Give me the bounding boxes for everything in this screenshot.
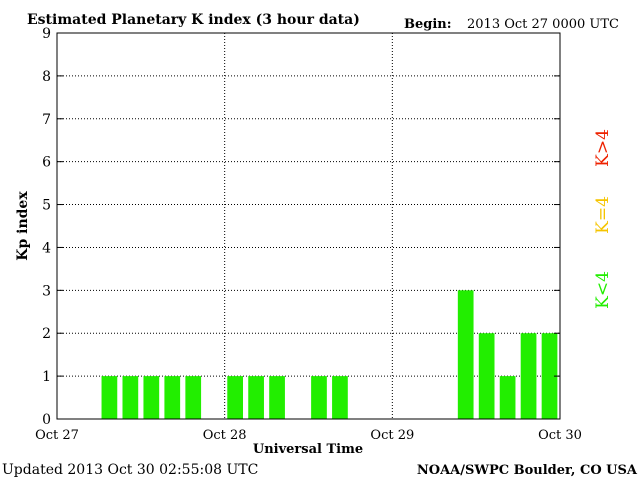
- kp-bar: [311, 376, 327, 419]
- legend-entry: K>4: [593, 129, 613, 167]
- x-tick-label: Oct 29: [370, 428, 414, 443]
- x-axis-label: Universal Time: [253, 442, 363, 457]
- legend-entry: K=4: [593, 196, 613, 234]
- begin-value: 2013 Oct 27 0000 UTC: [467, 17, 619, 32]
- y-tick-label: 7: [42, 112, 51, 128]
- y-tick-label: 4: [42, 240, 51, 256]
- kp-bar: [122, 376, 139, 419]
- grid-lines: [57, 33, 560, 419]
- credit-text: NOAA/SWPC Boulder, CO USA: [417, 463, 638, 478]
- x-tick-label: Oct 27: [35, 428, 79, 443]
- kp-bar: [332, 376, 348, 419]
- kp-bar: [185, 376, 202, 419]
- y-tick-label: 2: [42, 326, 51, 342]
- kp-bar: [227, 376, 244, 419]
- kp-bar: [520, 333, 537, 419]
- y-tick-label: 8: [42, 69, 51, 85]
- y-tick-label: 3: [42, 283, 51, 299]
- x-tick-label: Oct 30: [538, 428, 582, 443]
- kp-bar: [143, 376, 160, 419]
- kp-bar: [478, 333, 495, 419]
- y-axis-ticks: 0 1 2 3 4 5 6 7 8 9: [42, 26, 560, 428]
- kp-bar: [457, 290, 474, 419]
- y-tick-label: 0: [42, 412, 51, 428]
- kp-bar: [269, 376, 285, 419]
- kp-bar: [499, 376, 516, 419]
- kp-bar: [164, 376, 181, 419]
- kp-bar: [541, 333, 558, 419]
- y-tick-label: 5: [42, 198, 51, 214]
- plot-frame: [56, 32, 561, 420]
- x-axis-ticks: Oct 27 Oct 28 Oct 29 Oct 30: [35, 428, 582, 443]
- chart-title: Estimated Planetary K index (3 hour data…: [27, 12, 360, 28]
- y-axis-label: Kp index: [15, 191, 31, 261]
- y-tick-label: 6: [42, 155, 51, 171]
- kp-bar: [101, 376, 118, 419]
- begin-label: Begin:: [404, 17, 452, 32]
- y-tick-label: 1: [42, 369, 51, 385]
- legend: K<4 K=4 K>4: [593, 129, 613, 309]
- updated-timestamp: Updated 2013 Oct 30 02:55:08 UTC: [2, 462, 258, 478]
- kp-bar: [248, 376, 264, 419]
- legend-entry: K<4: [593, 271, 613, 309]
- y-tick-label: 9: [42, 26, 51, 42]
- x-tick-label: Oct 28: [203, 428, 247, 443]
- bars-group: [101, 290, 558, 419]
